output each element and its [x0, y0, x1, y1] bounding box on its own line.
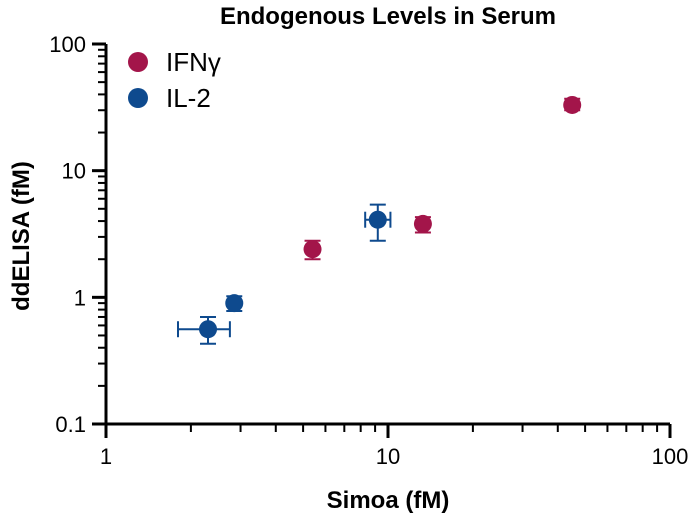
x-tick-label: 1: [100, 444, 112, 469]
y-tick-label: 1: [74, 285, 86, 310]
y-axis-title: ddELISA (fM): [8, 161, 35, 311]
chart-title: Endogenous Levels in Serum: [220, 3, 556, 30]
y-tick-label: 0.1: [55, 412, 86, 437]
data-point-ifng: [413, 214, 432, 233]
legend-marker: [128, 52, 148, 72]
data-point-il2: [199, 320, 218, 339]
x-tick-label: 100: [652, 444, 689, 469]
x-tick-label: 10: [376, 444, 400, 469]
y-tick-label: 100: [49, 32, 86, 57]
data-point-ifng: [563, 95, 582, 114]
legend-marker: [128, 88, 148, 108]
legend-label: IL-2: [166, 83, 211, 113]
data-point-il2: [368, 210, 387, 229]
y-tick-label: 10: [62, 159, 86, 184]
plot-area: 1 10 100 0.1 1 10 100 IFNγ IL-2: [49, 32, 688, 469]
legend-label: IFNγ: [166, 47, 221, 77]
data-point-ifng: [303, 240, 322, 259]
data-point-il2: [225, 294, 244, 313]
x-axis-title: Simoa (fM): [327, 487, 450, 514]
